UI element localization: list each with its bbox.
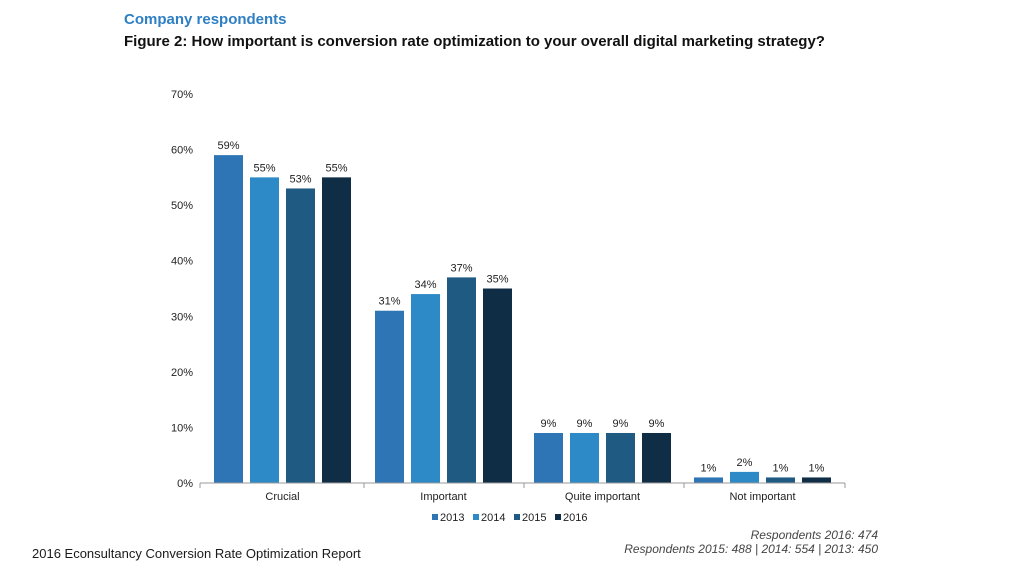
data-label: 53% bbox=[289, 173, 311, 185]
data-label: 55% bbox=[253, 162, 275, 174]
bar-2014 bbox=[730, 471, 759, 483]
bar-2016 bbox=[802, 477, 831, 483]
data-label: 34% bbox=[414, 279, 436, 291]
y-tick-label: 60% bbox=[171, 145, 193, 157]
y-tick-label: 20% bbox=[171, 367, 193, 379]
data-label: 55% bbox=[325, 162, 347, 174]
data-label: 1% bbox=[773, 462, 789, 474]
legend-label-2014: 2014 bbox=[481, 512, 505, 524]
x-category-label: Crucial bbox=[265, 491, 299, 503]
data-label: 1% bbox=[809, 462, 825, 474]
bar-2013 bbox=[534, 432, 563, 483]
bar-2014 bbox=[570, 432, 599, 483]
respondents-other-years: Respondents 2015: 488 | 2014: 554 | 2013… bbox=[624, 542, 878, 556]
x-category-label: Not important bbox=[729, 491, 795, 503]
bar-2016 bbox=[483, 288, 512, 483]
data-label: 1% bbox=[701, 462, 717, 474]
x-category-label: Quite important bbox=[565, 491, 640, 503]
y-tick-label: 50% bbox=[171, 200, 193, 212]
bar-2016 bbox=[642, 432, 671, 483]
data-label: 37% bbox=[450, 262, 472, 274]
legend-label-2016: 2016 bbox=[563, 512, 587, 524]
legend-swatch-2016 bbox=[555, 514, 561, 520]
y-tick-label: 10% bbox=[171, 422, 193, 434]
bar-2013 bbox=[214, 155, 243, 483]
legend-swatch-2014 bbox=[473, 514, 479, 520]
bar-2013 bbox=[694, 477, 723, 483]
bar-2014 bbox=[411, 294, 440, 483]
data-label: 9% bbox=[577, 418, 593, 430]
y-tick-label: 70% bbox=[171, 89, 193, 101]
bar-2013 bbox=[375, 310, 404, 483]
legend-swatch-2013 bbox=[432, 514, 438, 520]
bar-2015 bbox=[606, 432, 635, 483]
x-category-label: Important bbox=[420, 491, 466, 503]
bar-series: 59% 55% 53% 55% 31% 34% 37% 35% 9% 9% 9% 9% 1% 2% 1% 1% bbox=[214, 140, 831, 483]
source-note: 2016 Econsultancy Conversion Rate Optimi… bbox=[32, 546, 361, 561]
bar-2016 bbox=[322, 177, 351, 483]
x-axis: Crucial Important Quite important Not impor… bbox=[199, 482, 846, 503]
data-label: 9% bbox=[649, 418, 665, 430]
data-label: 9% bbox=[541, 418, 557, 430]
bar-2014 bbox=[250, 177, 279, 483]
data-label: 2% bbox=[737, 457, 753, 469]
legend-label-2015: 2015 bbox=[522, 512, 546, 524]
bar-2015 bbox=[766, 477, 795, 483]
y-tick-label: 30% bbox=[171, 311, 193, 323]
y-axis: 0% 10% 20% 30% 40% 50% 60% 70% bbox=[171, 89, 193, 490]
legend-swatch-2015 bbox=[514, 514, 520, 520]
bar-2015 bbox=[286, 188, 315, 483]
bar-2015 bbox=[447, 277, 476, 483]
chart-title: Figure 2: How important is conversion ra… bbox=[124, 33, 825, 50]
legend-label-2013: 2013 bbox=[440, 512, 464, 524]
data-label: 59% bbox=[217, 140, 239, 152]
y-tick-label: 0% bbox=[177, 478, 193, 490]
y-tick-label: 40% bbox=[171, 256, 193, 268]
data-label: 35% bbox=[486, 274, 508, 286]
legend: 2013 2014 2015 2016 bbox=[432, 512, 587, 524]
respondents-2016: Respondents 2016: 474 bbox=[750, 528, 878, 542]
chart-subtitle: Company respondents bbox=[124, 11, 287, 28]
data-label: 31% bbox=[378, 296, 400, 308]
data-label: 9% bbox=[613, 418, 629, 430]
